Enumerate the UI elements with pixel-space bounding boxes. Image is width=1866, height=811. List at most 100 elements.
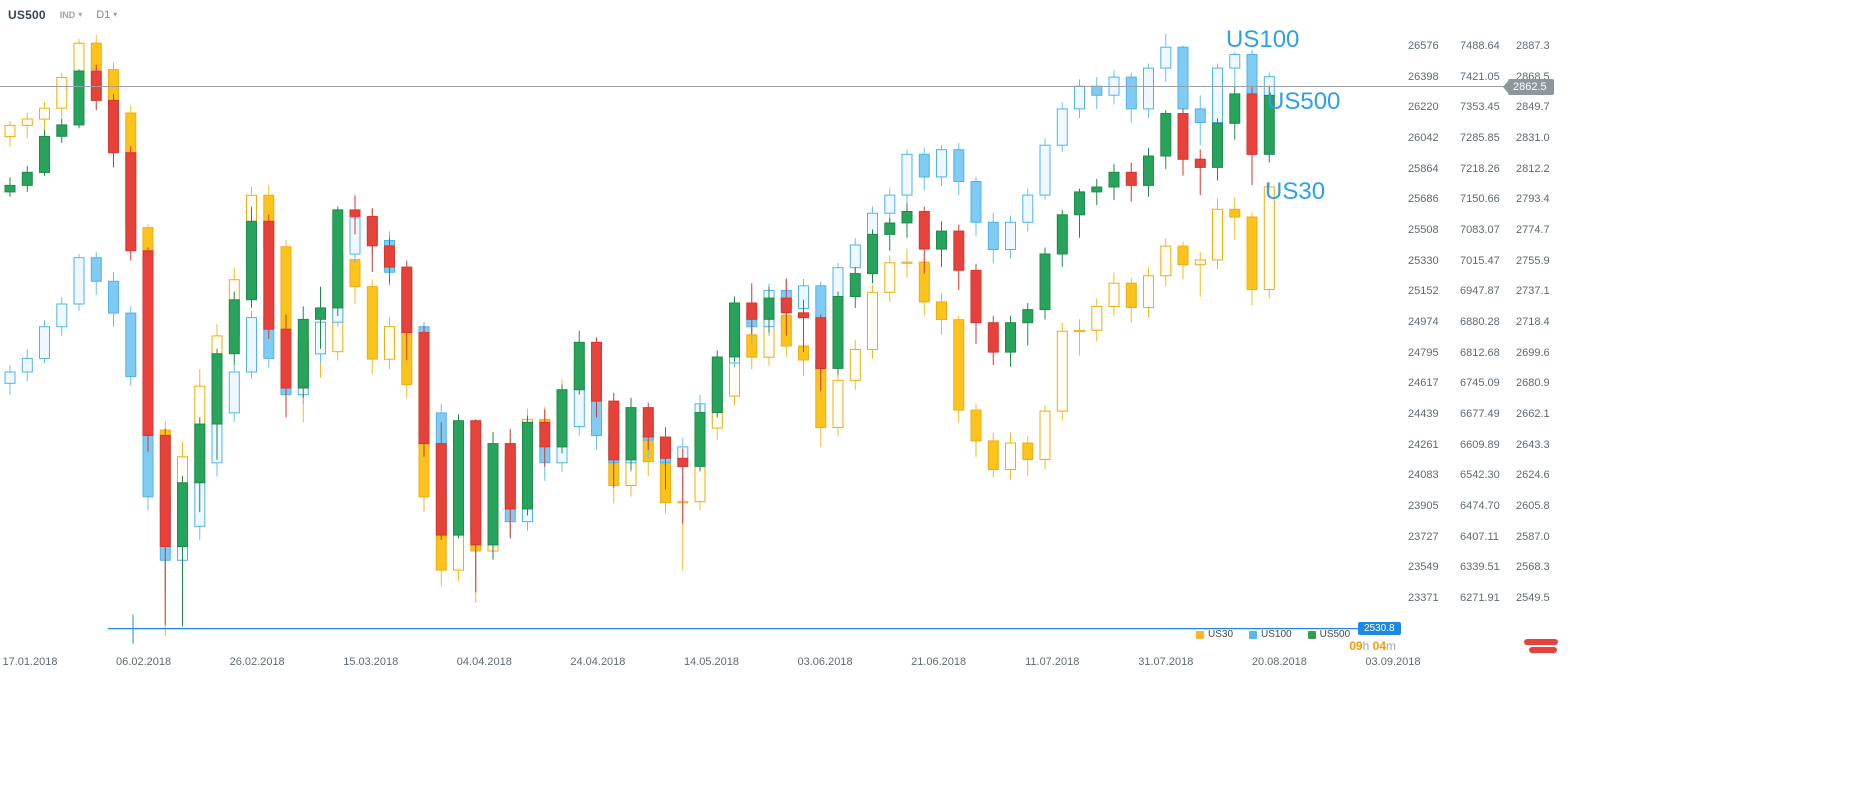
red-status-marker[interactable] <box>1524 639 1558 653</box>
candle-body <box>453 420 464 536</box>
instrument-type-dropdown[interactable]: IND ▾ <box>60 10 83 20</box>
price-axis-row: 26576 7488.64 2887.3 <box>1400 40 1566 52</box>
legend-item-us500[interactable]: US500 <box>1307 629 1350 640</box>
price-tick-us100: 7083.07 <box>1460 224 1500 236</box>
candle-body <box>1039 253 1051 311</box>
legend-item-us30[interactable]: US30 <box>1196 629 1233 640</box>
time-tick-label: 03.06.2018 <box>797 656 853 668</box>
candle-body <box>108 280 119 314</box>
candle-body <box>1108 171 1120 188</box>
candle-body <box>159 434 171 547</box>
candle-body <box>625 407 637 461</box>
candle-body <box>1212 122 1223 168</box>
candle-body <box>211 353 223 425</box>
candle-body <box>953 149 965 182</box>
candle-body <box>142 250 154 436</box>
candle-body <box>1229 54 1241 69</box>
candle-body <box>987 221 999 251</box>
candle-body <box>987 322 999 353</box>
price-axis[interactable]: 26576 7488.64 2887.3 26398 7421.05 2868.5 2622… <box>1400 0 1566 650</box>
price-tick-us500: 2662.1 <box>1516 408 1550 420</box>
candle-body <box>1194 259 1206 266</box>
price-tick-us30: 23905 <box>1408 500 1439 512</box>
price-axis-row: 23727 6407.11 2587.0 <box>1400 531 1566 543</box>
candle-body <box>349 259 361 288</box>
series-us100 <box>4 34 1275 594</box>
price-axis-row: 25686 7150.66 2793.4 <box>1400 193 1566 205</box>
candle-body <box>1056 214 1068 255</box>
candle-body <box>470 420 482 546</box>
price-axis-row: 25864 7218.26 2812.2 <box>1400 163 1566 175</box>
price-tick-us30: 23371 <box>1408 592 1439 604</box>
candle-body <box>1143 275 1154 308</box>
candle-body <box>918 211 930 250</box>
candle-body <box>1039 410 1051 461</box>
red-bar-icon <box>1529 647 1557 653</box>
candle-body <box>1194 108 1206 124</box>
price-tick-us500: 2831.0 <box>1516 132 1550 144</box>
candle-body <box>1125 76 1137 110</box>
candle-body <box>1177 113 1189 160</box>
price-tick-us30: 25152 <box>1408 285 1439 298</box>
candle-body <box>246 220 257 301</box>
red-bar-icon <box>1524 639 1558 645</box>
timeframe-dropdown[interactable]: D1 ▾ <box>96 9 117 21</box>
candle-body <box>73 70 85 126</box>
candle-body <box>1194 158 1206 168</box>
support-line-price-badge[interactable]: 2530.8 <box>1358 621 1401 635</box>
candle-body <box>73 257 85 305</box>
candle-body <box>1022 194 1034 223</box>
price-tick-us100: 7421.05 <box>1460 70 1500 83</box>
countdown-hours-unit: h <box>1362 639 1370 653</box>
symbol-selector[interactable]: US500 <box>8 8 46 22</box>
candle-body <box>21 118 33 126</box>
price-tick-us100: 6947.87 <box>1460 285 1500 298</box>
candle-body <box>125 152 137 252</box>
time-axis[interactable]: 17.01.2018 06.02.2018 26.02.2018 15.03.2018… <box>0 656 1560 672</box>
candle-body <box>1212 208 1223 261</box>
candle-body <box>418 332 430 445</box>
candle-body <box>1160 113 1172 157</box>
countdown-minutes-unit: m <box>1386 639 1396 653</box>
candle-body <box>1056 108 1068 146</box>
candle-body <box>194 423 206 484</box>
timeframe-label: D1 <box>96 9 111 21</box>
price-tick-us30: 23727 <box>1408 530 1439 543</box>
price-axis-row: 23371 6271.91 2549.5 <box>1400 592 1566 604</box>
candle-body <box>1022 442 1034 460</box>
price-tick-us30: 25686 <box>1408 193 1439 206</box>
candle-body <box>280 328 292 389</box>
candle-body <box>1091 85 1103 96</box>
current-price-badge: 2862.5 <box>1508 78 1554 95</box>
price-tick-us30: 26576 <box>1408 40 1439 52</box>
price-axis-row: 25330 7015.47 2755.9 <box>1400 255 1566 267</box>
candle-body <box>177 482 188 547</box>
candle-body <box>936 301 947 321</box>
candle-body <box>401 266 413 334</box>
candlestick-chart[interactable] <box>0 0 1560 680</box>
candle-body <box>694 412 706 467</box>
candle-body <box>608 400 620 461</box>
time-tick-label: 03.09.2018 <box>1365 656 1421 668</box>
candle-body <box>1160 245 1172 277</box>
series-us30 <box>4 35 1275 637</box>
price-axis-row: 24439 6677.49 2662.1 <box>1400 408 1566 420</box>
candle-body <box>729 302 740 358</box>
price-tick-us100: 6542.30 <box>1460 469 1500 482</box>
candle-body <box>1160 46 1172 69</box>
countdown-minutes: 04 <box>1372 639 1386 653</box>
candle-body <box>435 443 447 536</box>
price-axis-row: 24083 6542.30 2624.6 <box>1400 469 1566 481</box>
candle-body <box>246 317 257 373</box>
candle-body <box>901 153 913 196</box>
time-tick-label: 04.04.2018 <box>456 656 512 668</box>
series-label-us30: US30 <box>1265 178 1326 205</box>
candle-body <box>4 371 16 384</box>
price-tick-us30: 24795 <box>1408 346 1439 359</box>
candle-body <box>1108 282 1120 308</box>
candle-body <box>867 291 878 350</box>
price-tick-us100: 6880.28 <box>1460 316 1500 328</box>
legend-item-us100[interactable]: US100 <box>1249 629 1292 640</box>
candle-body <box>366 286 378 360</box>
